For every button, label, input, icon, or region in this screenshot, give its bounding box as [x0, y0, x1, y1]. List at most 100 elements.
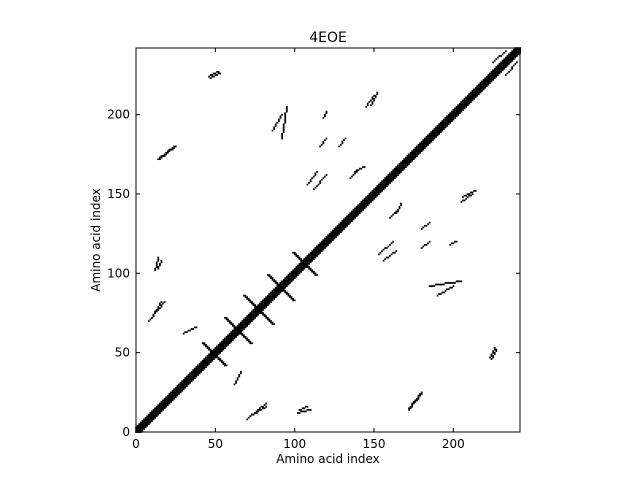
diagonal-point — [241, 324, 244, 327]
diagonal-point — [209, 356, 212, 359]
diagonal-point — [174, 389, 177, 392]
diagonal-point — [363, 197, 366, 200]
strand-point — [232, 323, 234, 326]
diagonal-point — [257, 310, 260, 313]
diagonal-point — [322, 245, 325, 248]
strand-point — [206, 345, 209, 348]
diagonal-point — [439, 121, 442, 124]
diagonal-point — [179, 391, 182, 394]
diagonal-point — [366, 199, 369, 202]
diagonal-point — [314, 256, 317, 259]
diagonal-point — [304, 259, 307, 262]
diagonal-point — [514, 48, 517, 51]
diagonal-point — [343, 228, 345, 230]
diagonal-point — [236, 326, 239, 329]
diagonal-point — [201, 369, 204, 372]
diagonal-point — [284, 283, 287, 286]
diagonal-point — [335, 228, 337, 230]
diagonal-point — [270, 296, 272, 299]
diagonal-point — [458, 105, 461, 108]
diagonal-point — [401, 164, 404, 167]
contact-point — [392, 240, 395, 243]
contact-point — [385, 247, 388, 249]
contact-point — [449, 243, 452, 246]
contact-point — [393, 212, 396, 214]
diagonal-point — [365, 202, 368, 205]
contact-point — [262, 405, 264, 408]
diagonal-point — [232, 334, 234, 337]
diagonal-point — [382, 185, 385, 188]
diagonal-point — [222, 345, 225, 348]
diagonal-point — [179, 382, 182, 384]
contact-point — [298, 412, 301, 414]
contact-point — [212, 72, 215, 75]
strand-point — [244, 296, 247, 299]
contact-point — [235, 380, 237, 383]
contact-point — [316, 185, 318, 188]
diagonal-point — [136, 429, 139, 432]
diagonal-point — [344, 226, 347, 229]
diagonal-point — [479, 83, 482, 86]
diagonal-point — [368, 193, 371, 195]
contact-point — [390, 253, 393, 256]
diagonal-point — [389, 174, 391, 176]
diagonal-point — [460, 110, 463, 113]
diagonal-point — [212, 356, 215, 359]
diagonal-point — [436, 131, 439, 134]
diagonal-point — [252, 315, 255, 318]
contact-point — [438, 293, 441, 295]
diagonal-point — [303, 266, 306, 268]
diagonal-point — [149, 418, 152, 421]
diagonal-point — [436, 124, 439, 127]
diagonal-point — [446, 124, 448, 127]
diagonal-point — [262, 301, 264, 303]
contact-point — [462, 199, 464, 202]
diagonal-point — [360, 202, 363, 205]
diagonal-point — [412, 156, 415, 159]
diagonal-point — [317, 250, 320, 253]
diagonal-point — [184, 382, 187, 384]
diagonal-point — [398, 169, 401, 172]
strand-point — [279, 285, 282, 287]
diagonal-point — [301, 267, 304, 270]
diagonal-point — [179, 388, 182, 391]
diagonal-point — [352, 210, 355, 213]
diagonal-point — [433, 132, 436, 135]
diagonal-point — [247, 318, 250, 321]
diagonal-point — [268, 296, 271, 299]
contact-point — [384, 258, 387, 260]
contact-point — [436, 283, 439, 286]
diagonal-point — [195, 372, 198, 375]
diagonal-point — [509, 59, 512, 62]
strand-point — [293, 251, 296, 254]
diagonal-point — [374, 194, 377, 197]
strand-point — [225, 364, 228, 367]
diagonal-point — [328, 240, 331, 243]
diagonal-point — [232, 332, 234, 335]
diagonal-point — [184, 380, 187, 383]
diagonal-point — [358, 202, 361, 205]
contact-point — [157, 259, 160, 262]
contact-point — [504, 50, 507, 53]
diagonal-point — [400, 164, 402, 167]
diagonal-point — [246, 321, 249, 324]
diagonal-point — [425, 139, 428, 141]
strand-point — [258, 310, 261, 313]
diagonal-point — [214, 356, 217, 359]
diagonal-point — [354, 212, 356, 214]
diagonal-point — [466, 104, 469, 107]
diagonal-point — [155, 408, 158, 411]
contact-point — [284, 118, 287, 121]
diagonal-point — [306, 259, 309, 262]
strand-point — [241, 332, 244, 335]
diagonal-point — [325, 237, 328, 240]
contact-point — [282, 126, 285, 129]
diagonal-point — [243, 318, 245, 321]
strand-point — [281, 286, 283, 289]
diagonal-point — [219, 345, 222, 348]
diagonal-point — [465, 104, 468, 107]
diagonal-point — [371, 194, 374, 197]
diagonal-point — [324, 245, 326, 248]
diagonal-point — [496, 74, 499, 76]
diagonal-point — [295, 270, 298, 273]
